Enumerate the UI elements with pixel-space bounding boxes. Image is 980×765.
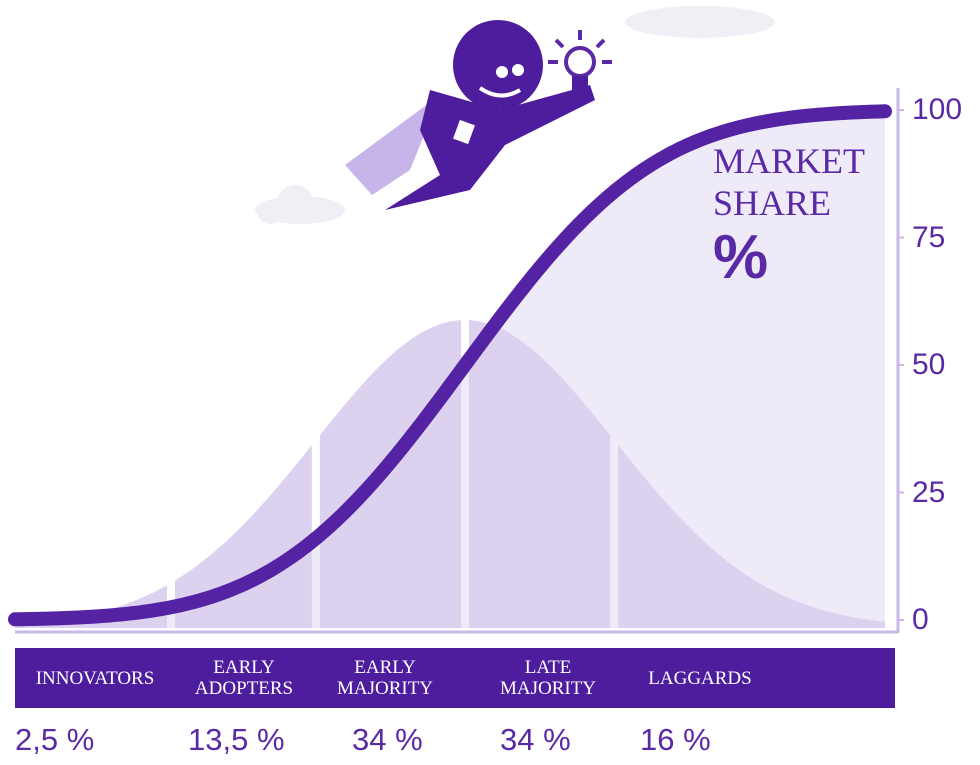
category-band (15, 648, 895, 708)
value-label: 2,5 % (15, 722, 95, 757)
y-tick-label: 100 (912, 93, 963, 126)
category-label: EARLY ADOPTERS (194, 657, 294, 699)
y-tick-label: 75 (912, 220, 946, 254)
adopter-segment (319, 320, 461, 628)
value-label: 34 % (500, 722, 571, 757)
y-unit: % (713, 223, 769, 292)
value-label: 16 % (640, 722, 711, 757)
adopter-segment (618, 445, 885, 628)
y-label: MARKET SHARE (713, 141, 865, 223)
value-label: 13,5 % (188, 722, 285, 757)
clouds (255, 6, 775, 224)
adoption-curve (8, 104, 892, 627)
y-tick-label: 0 (912, 603, 929, 636)
adoption-area (15, 111, 885, 628)
category-label: INNOVATORS (35, 667, 155, 689)
y-tick-label: 50 (912, 348, 946, 381)
adopter-segment (175, 445, 312, 628)
category-label: LATE MAJORITY (499, 657, 597, 699)
adopter-segment (469, 320, 611, 628)
plot (8, 104, 904, 628)
value-label: 34 % (352, 722, 423, 757)
hero (345, 20, 612, 210)
category-label: EARLY MAJORITY (336, 657, 434, 699)
category-label: LAGGARDS (648, 667, 752, 689)
y-tick-label: 25 (912, 475, 946, 509)
